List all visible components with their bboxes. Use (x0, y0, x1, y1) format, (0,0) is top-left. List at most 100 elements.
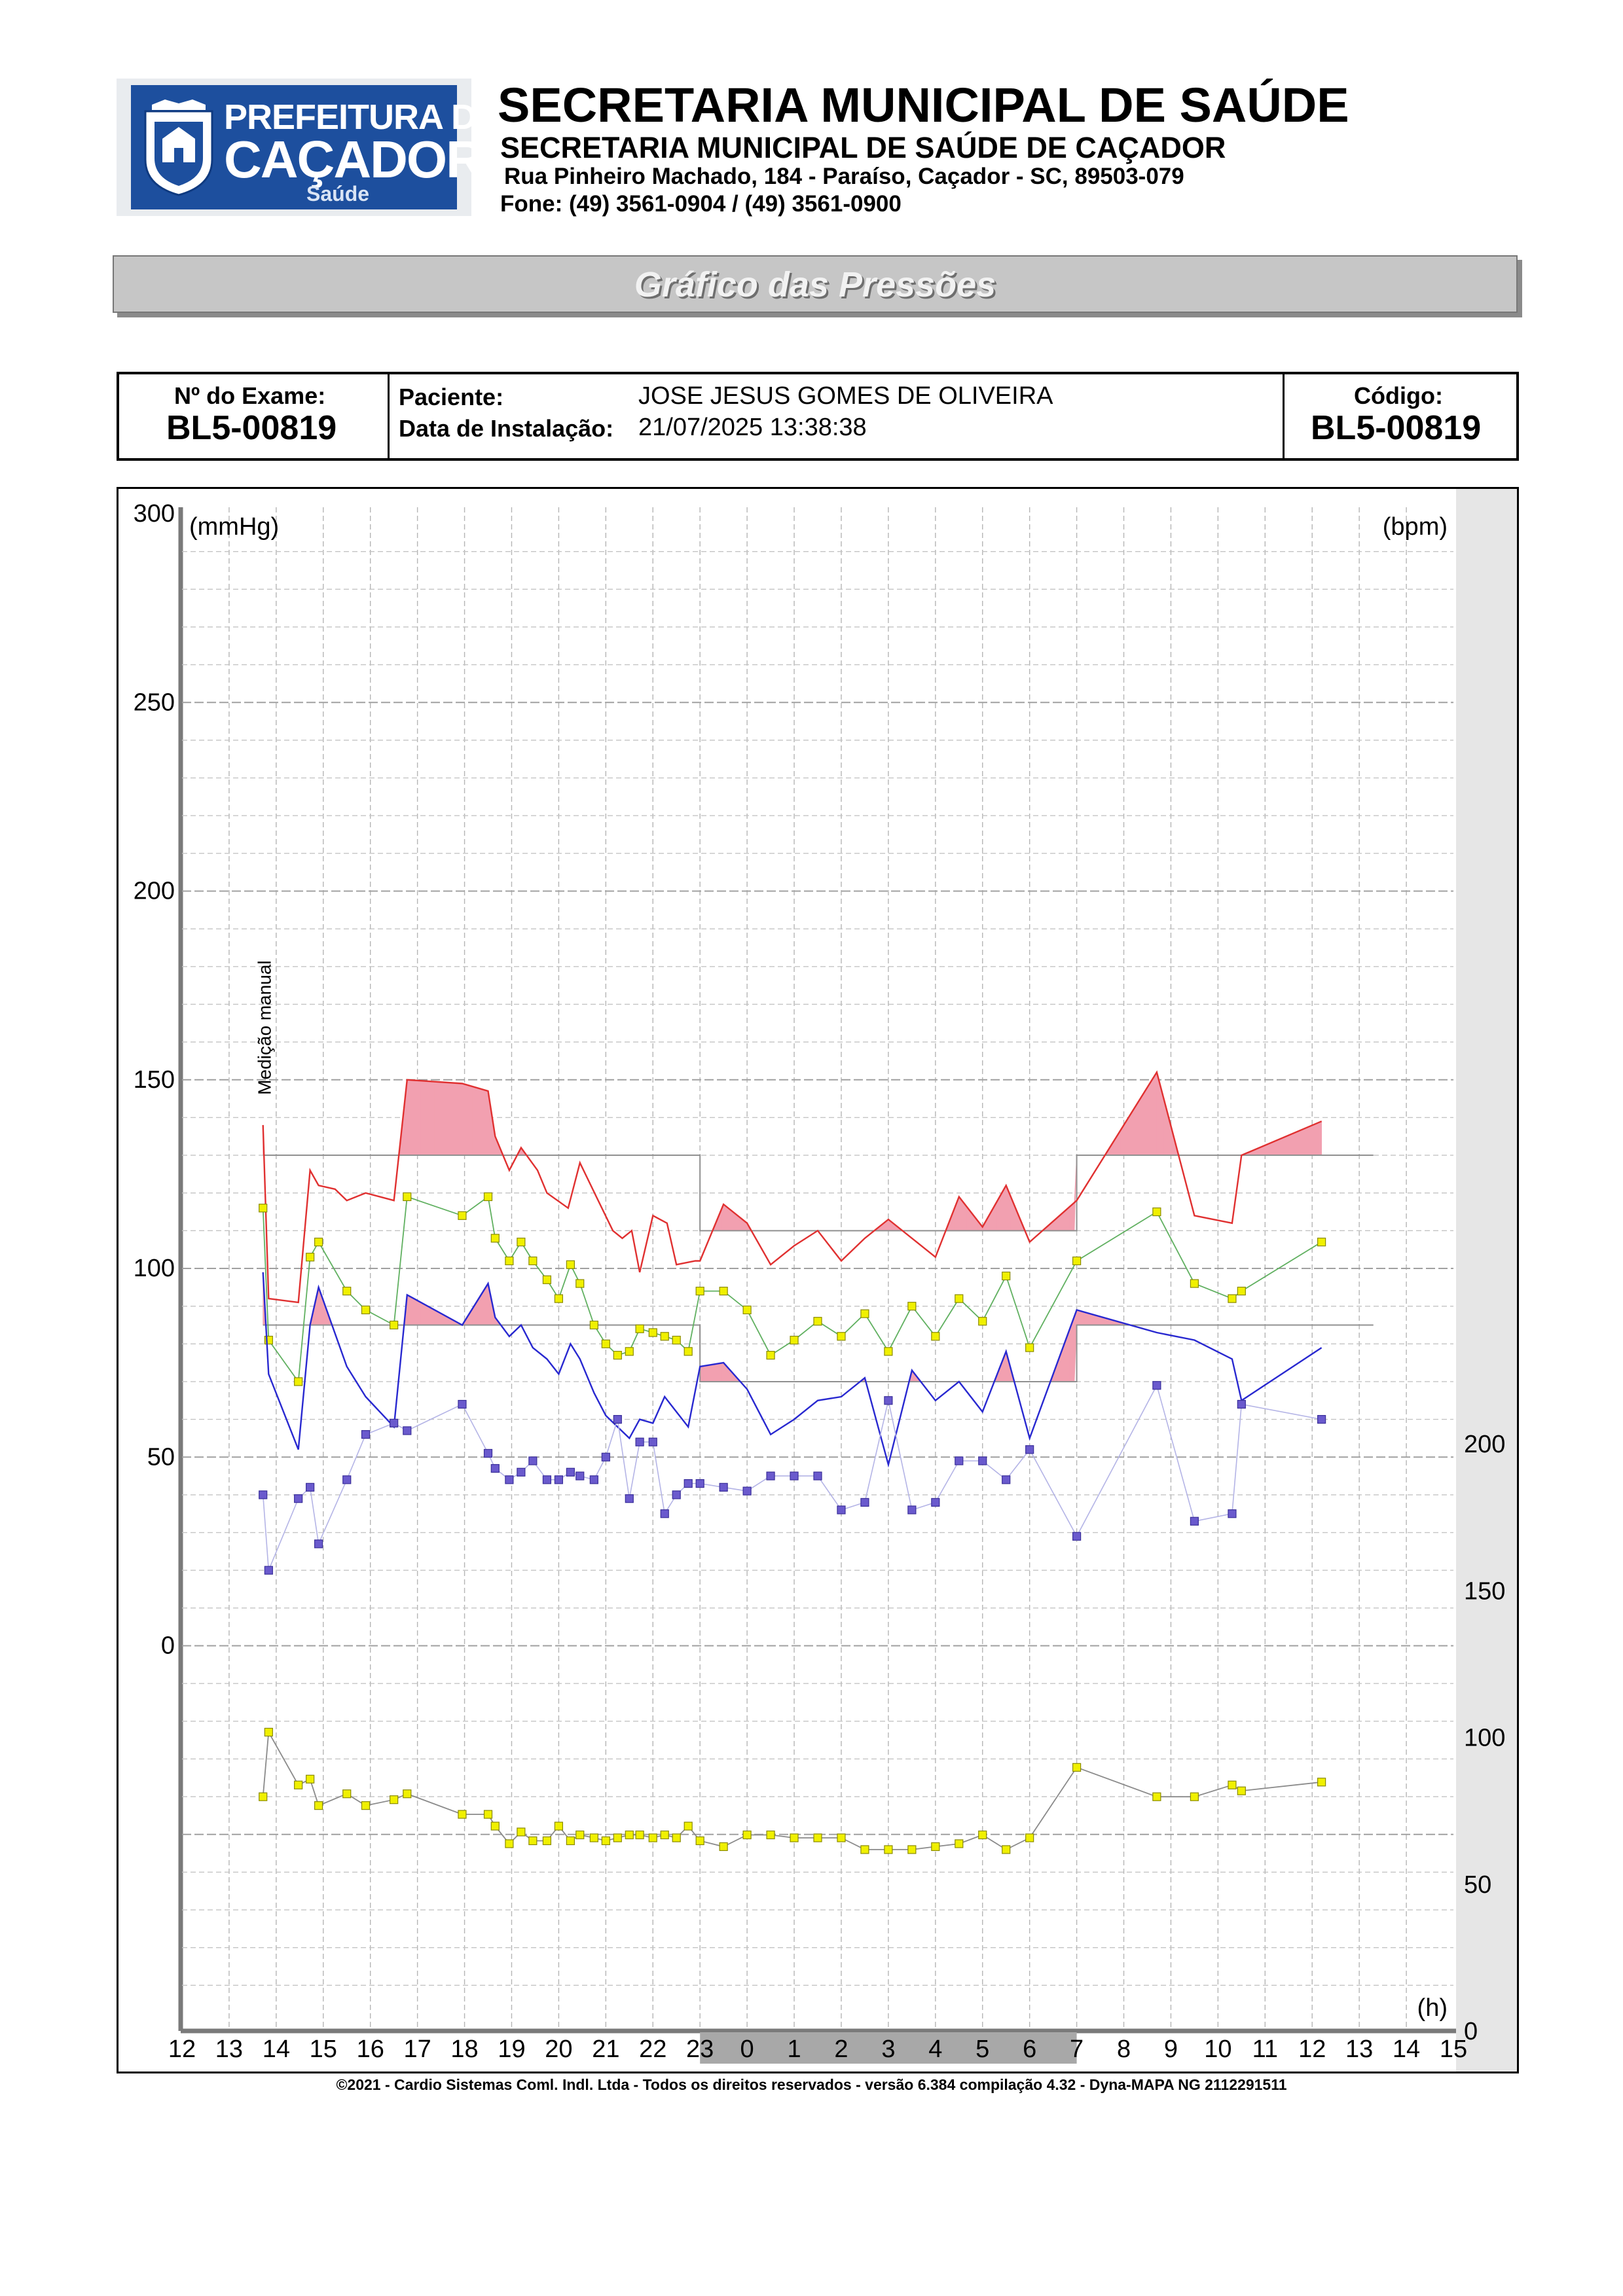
systolic-excess-area (1301, 1127, 1306, 1156)
x-axis-tick-label: 1 (787, 2036, 801, 2063)
mean-data-point (837, 1332, 846, 1341)
left-axis-tick-label: 0 (161, 1632, 175, 1660)
heart_rate-data-point (554, 1821, 564, 1831)
heart_rate-data-point (1025, 1833, 1034, 1842)
mean-data-point (1317, 1238, 1326, 1247)
heart_rate-data-point (566, 1836, 575, 1846)
pulse_pressure-data-point (907, 1505, 917, 1515)
systolic-excess-area (1289, 1132, 1294, 1156)
mean-data-point (672, 1335, 681, 1345)
pulse_pressure-data-point (672, 1490, 681, 1499)
mean-data-point (684, 1347, 693, 1356)
mean-data-point (505, 1256, 514, 1266)
systolic-excess-area (415, 1080, 419, 1156)
diastolic-excess-area (1076, 1309, 1082, 1325)
pulse_pressure-data-point (566, 1467, 575, 1477)
mean-data-point (1072, 1256, 1082, 1266)
mean-data-point (955, 1294, 964, 1303)
mean-data-point (1190, 1279, 1199, 1288)
diastolic-excess-area (423, 1303, 427, 1325)
systolic-excess-area (1067, 1206, 1070, 1231)
systolic-excess-area (1065, 1208, 1068, 1231)
heart_rate-data-point (660, 1830, 669, 1840)
left-axis-tick-label: 150 (134, 1066, 175, 1094)
mean-data-point (719, 1286, 728, 1296)
install-date-value: 21/07/2025 13:38:38 (638, 414, 867, 441)
systolic-excess-area (456, 1083, 460, 1156)
exam-number-cell: Nº do Exame: BL5-00819 (119, 374, 390, 458)
mean-data-point (483, 1192, 493, 1202)
x-axis-tick-label: 13 (215, 2036, 243, 2063)
left-axis-tick-label: 200 (134, 878, 175, 905)
heart_rate-data-point (361, 1801, 371, 1810)
mean-data-point (458, 1211, 467, 1220)
left-axis-tick-label: 250 (134, 689, 175, 716)
diastolic-excess-area (415, 1299, 419, 1325)
mean-data-point (566, 1260, 575, 1269)
heart_rate-data-point (884, 1845, 893, 1854)
systolic-excess-area (459, 1083, 463, 1156)
systolic-excess-area (1277, 1138, 1282, 1156)
x-axis-tick-label: 15 (1440, 2036, 1467, 2063)
diastolic-excess-area (434, 1309, 438, 1325)
mean-data-point (554, 1294, 564, 1303)
pulse_pressure-data-point (294, 1494, 303, 1503)
x-axis-tick-label: 0 (740, 2036, 754, 2063)
heart_rate-data-point (742, 1830, 752, 1840)
heart_rate-data-point (517, 1827, 526, 1837)
diastolic-excess-area (1069, 1322, 1072, 1382)
right-margin-panel (1456, 489, 1517, 2072)
systolic-excess-area (426, 1081, 429, 1156)
pulse_pressure-data-point (458, 1399, 467, 1409)
mean-data-point (813, 1317, 822, 1326)
pulse_pressure-data-point (635, 1437, 644, 1446)
right-axis-tick-label: 200 (1464, 1431, 1505, 1458)
x-axis-tick-label: 9 (1164, 2036, 1178, 2063)
report-title: Gráfico das Pressões (634, 265, 996, 304)
heart_rate-data-point (390, 1795, 399, 1804)
pulse_pressure-data-point (660, 1509, 669, 1518)
x-axis-tick-label: 19 (498, 2036, 525, 2063)
pulse_pressure-data-point (1237, 1399, 1246, 1409)
pulse_pressure-data-point (695, 1479, 704, 1488)
x-axis-tick-label: 10 (1204, 2036, 1231, 2063)
systolic-excess-area (412, 1079, 416, 1156)
pulse_pressure-data-point (955, 1456, 964, 1465)
pulse_pressure-data-point (613, 1414, 622, 1424)
mean-data-point (625, 1347, 634, 1356)
heart_rate-data-point (528, 1836, 538, 1846)
right-axis-tick-label: 0 (1464, 2018, 1478, 2045)
systolic-excess-area (1062, 1210, 1066, 1231)
diastolic-excess-area (1080, 1310, 1085, 1325)
x-axis-tick-label: 3 (881, 2036, 895, 2063)
heart_rate-data-point (719, 1842, 728, 1852)
prefeitura-logo: PREFEITURA DE CAÇADOR Saúde (117, 79, 500, 216)
pressure-chart: Medição manual30025020015010050020015010… (134, 489, 1517, 2072)
mean-data-point (907, 1302, 917, 1311)
pulse_pressure-data-point (528, 1456, 538, 1465)
mean-data-point (790, 1335, 799, 1345)
mean-data-point (1152, 1207, 1161, 1217)
pulse_pressure-data-point (648, 1437, 657, 1446)
diastolic-excess-area (412, 1297, 416, 1325)
heart_rate-data-point (1190, 1792, 1199, 1801)
mean-data-point (1025, 1343, 1034, 1352)
mean-data-point (1002, 1271, 1011, 1281)
mean-data-point (528, 1256, 538, 1266)
systolic-excess-area (439, 1081, 443, 1156)
mean-data-point (766, 1350, 775, 1360)
systolic-excess-area (1297, 1129, 1302, 1156)
mean-data-point (589, 1320, 598, 1330)
diastolic-excess-area (1072, 1316, 1075, 1382)
systolic-excess-area (423, 1081, 427, 1156)
heart_rate-data-point (955, 1839, 964, 1848)
systolic-excess-area (1072, 1202, 1075, 1231)
pulse_pressure-data-point (742, 1486, 752, 1496)
pulse_pressure-data-point (601, 1452, 610, 1462)
mean-data-point (542, 1275, 552, 1284)
mean-data-point (294, 1377, 303, 1386)
x-axis-tick-label: 8 (1117, 2036, 1131, 2063)
left-axis-tick-label: 300 (134, 500, 175, 528)
mean-data-point (490, 1234, 500, 1243)
diastolic-excess-area (1084, 1312, 1089, 1325)
